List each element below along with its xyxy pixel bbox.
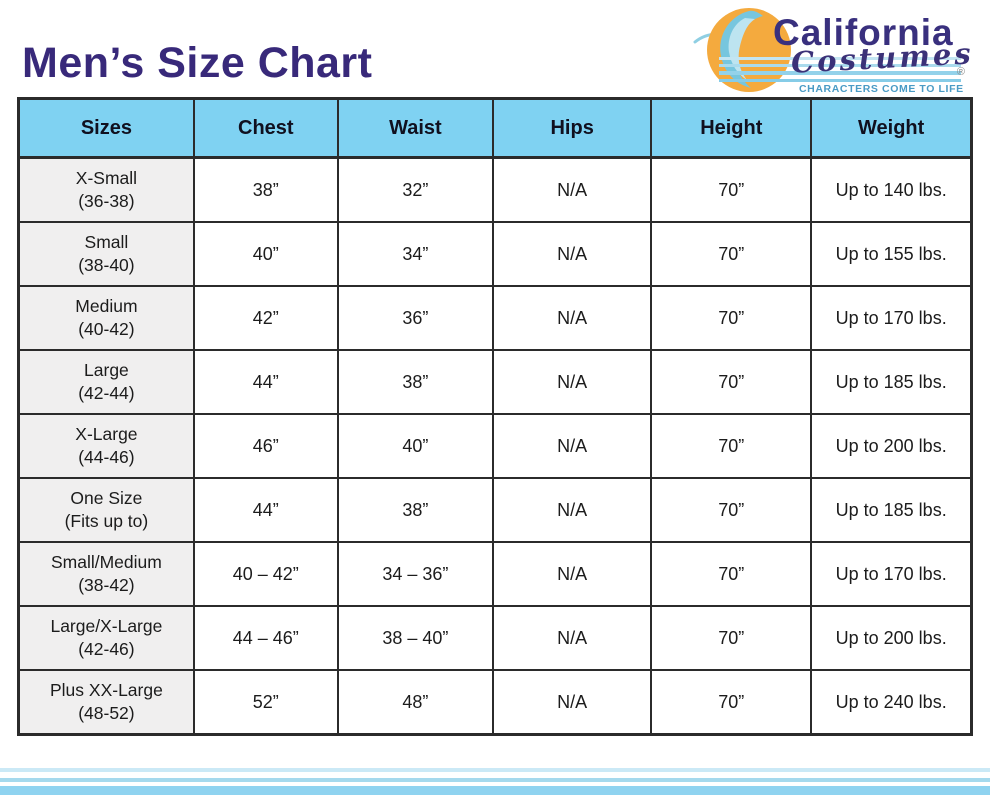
hips-value: N/A — [492, 605, 653, 671]
footer-stripe-dark — [0, 786, 990, 795]
size-label: One Size (Fits up to) — [17, 477, 195, 543]
hips-value: N/A — [492, 285, 653, 351]
chest-value: 40” — [192, 221, 339, 287]
column-header-waist: Waist — [336, 97, 495, 159]
registered-trademark: ® — [956, 66, 965, 78]
table-row: Large (42-44) 44” 38” N/A 70” Up to 185 … — [17, 349, 973, 415]
footer-stripe-light — [0, 768, 990, 772]
waist-value: 36” — [336, 285, 495, 351]
chest-value: 44” — [192, 349, 339, 415]
size-name: X-Small — [75, 168, 138, 189]
height-value: 70” — [650, 221, 813, 287]
weight-value: Up to 240 lbs. — [810, 669, 973, 736]
waist-value: 40” — [336, 413, 495, 479]
size-range: (36-38) — [78, 191, 135, 211]
size-range: (40-42) — [78, 319, 135, 339]
column-header-hips: Hips — [492, 97, 653, 159]
size-label: X-Small (36-38) — [17, 156, 195, 223]
weight-value: Up to 140 lbs. — [810, 156, 973, 223]
chest-value: 44” — [192, 477, 339, 543]
column-header-sizes: Sizes — [17, 97, 195, 159]
size-range: (38-40) — [78, 255, 135, 275]
waist-value: 38 – 40” — [336, 605, 495, 671]
brand-name: California — [773, 12, 954, 53]
chest-value: 38” — [192, 156, 339, 223]
size-label: X-Large (44-46) — [17, 413, 195, 479]
size-range: (42-44) — [78, 383, 135, 403]
size-label: Small/Medium (38-42) — [17, 541, 195, 607]
size-name: Small/Medium — [50, 552, 162, 573]
weight-value: Up to 170 lbs. — [810, 541, 973, 607]
chest-value: 44 – 46” — [192, 605, 339, 671]
column-header-chest: Chest — [192, 97, 339, 159]
height-value: 70” — [650, 541, 813, 607]
size-chart-table: Sizes Chest Waist Hips Height Weight X-S… — [17, 97, 973, 736]
height-value: 70” — [650, 349, 813, 415]
chest-value: 40 – 42” — [192, 541, 339, 607]
table-row: Small/Medium (38-42) 40 – 42” 34 – 36” N… — [17, 541, 973, 607]
weight-value: Up to 185 lbs. — [810, 349, 973, 415]
table-row: Small (38-40) 40” 34” N/A 70” Up to 155 … — [17, 221, 973, 287]
height-value: 70” — [650, 605, 813, 671]
size-range: (38-42) — [78, 575, 135, 595]
chest-value: 46” — [192, 413, 339, 479]
brand-tagline: CHARACTERS COME TO LIFE — [799, 83, 964, 95]
height-value: 70” — [650, 413, 813, 479]
size-label: Medium (40-42) — [17, 285, 195, 351]
column-header-weight: Weight — [810, 97, 973, 159]
weight-value: Up to 170 lbs. — [810, 285, 973, 351]
size-label: Large (42-44) — [17, 349, 195, 415]
size-name: Large/X-Large — [50, 616, 163, 637]
waist-value: 38” — [336, 349, 495, 415]
hips-value: N/A — [492, 156, 653, 223]
waist-value: 38” — [336, 477, 495, 543]
waist-value: 34” — [336, 221, 495, 287]
height-value: 70” — [650, 285, 813, 351]
header-row: Sizes Chest Waist Hips Height Weight — [17, 97, 973, 159]
weight-value: Up to 200 lbs. — [810, 605, 973, 671]
table-row: X-Large (44-46) 46” 40” N/A 70” Up to 20… — [17, 413, 973, 479]
hips-value: N/A — [492, 541, 653, 607]
size-label: Small (38-40) — [17, 221, 195, 287]
size-range: (44-46) — [78, 447, 135, 467]
waist-value: 34 – 36” — [336, 541, 495, 607]
size-range: (48-52) — [78, 703, 135, 723]
hips-value: N/A — [492, 669, 653, 736]
size-range: (Fits up to) — [64, 511, 149, 531]
brand-logo: California Costumes ® CHARACTERS COME TO… — [693, 4, 974, 98]
chest-value: 42” — [192, 285, 339, 351]
size-name: X-Large — [75, 424, 138, 445]
size-name: Large — [84, 360, 129, 381]
height-value: 70” — [650, 477, 813, 543]
size-name: One Size — [70, 488, 143, 509]
size-label: Plus XX-Large (48-52) — [17, 669, 195, 736]
height-value: 70” — [650, 156, 813, 223]
table-row: Large/X-Large (42-46) 44 – 46” 38 – 40” … — [17, 605, 973, 671]
hips-value: N/A — [492, 221, 653, 287]
hips-value: N/A — [492, 413, 653, 479]
hips-value: N/A — [492, 349, 653, 415]
size-name: Small — [84, 232, 129, 253]
weight-value: Up to 185 lbs. — [810, 477, 973, 543]
waist-value: 48” — [336, 669, 495, 736]
size-range: (42-46) — [78, 639, 135, 659]
weight-value: Up to 200 lbs. — [810, 413, 973, 479]
page-title: Men’s Size Chart — [22, 39, 373, 87]
size-name: Plus XX-Large — [50, 680, 163, 701]
footer-stripe-mid — [0, 778, 990, 782]
weight-value: Up to 155 lbs. — [810, 221, 973, 287]
waist-value: 32” — [336, 156, 495, 223]
table-row: One Size (Fits up to) 44” 38” N/A 70” Up… — [17, 477, 973, 543]
chest-value: 52” — [192, 669, 339, 736]
size-label: Large/X-Large (42-46) — [17, 605, 195, 671]
column-header-height: Height — [650, 97, 813, 159]
table-row: X-Small (36-38) 38” 32” N/A 70” Up to 14… — [17, 156, 973, 223]
table-row: Medium (40-42) 42” 36” N/A 70” Up to 170… — [17, 285, 973, 351]
height-value: 70” — [650, 669, 813, 736]
size-name: Medium — [75, 296, 138, 317]
table-row: Plus XX-Large (48-52) 52” 48” N/A 70” Up… — [17, 669, 973, 736]
hips-value: N/A — [492, 477, 653, 543]
